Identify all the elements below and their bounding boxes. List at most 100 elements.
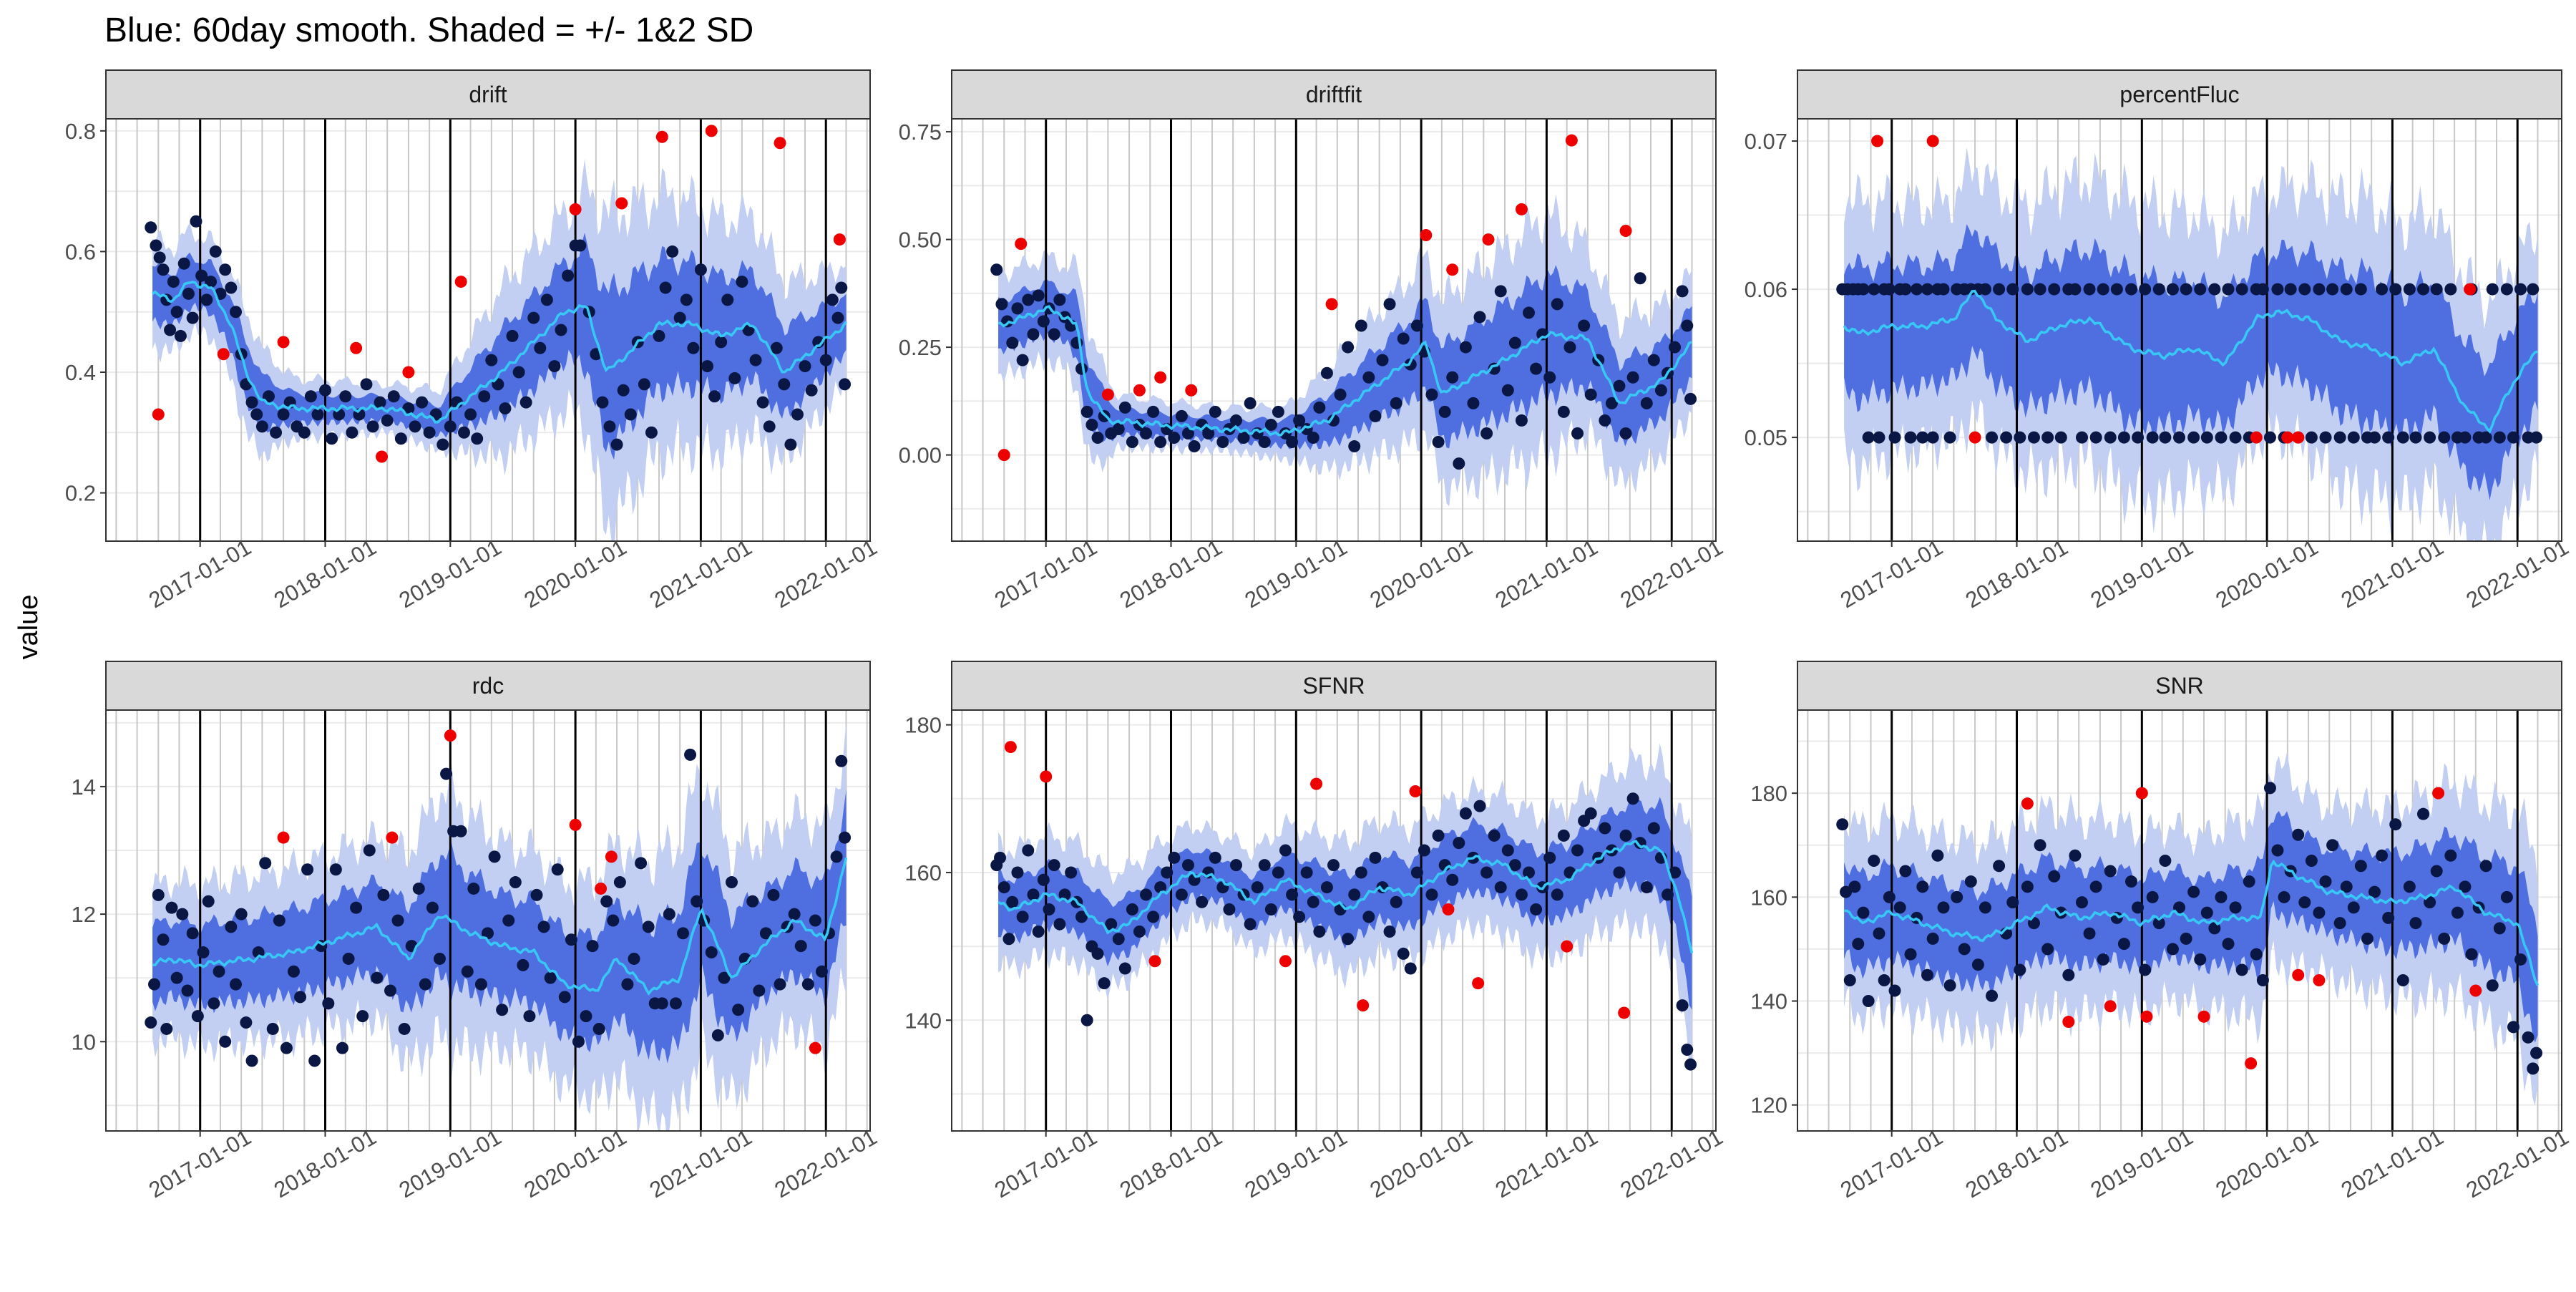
data-point [311,408,324,421]
data-point [1536,328,1549,341]
data-point [1080,405,1093,418]
data-point [995,298,1008,311]
data-point [815,965,828,978]
data-point [2376,283,2389,296]
data-point [2465,948,2478,961]
data-point [1181,859,1194,872]
data-point [319,384,332,397]
outlier-point [2313,973,2326,986]
data-point [2298,896,2311,909]
facet-strip-label: SNR [2155,673,2204,699]
data-point [2361,932,2373,945]
y-tick-label: 140 [904,1008,942,1033]
data-point [1530,903,1543,916]
data-point [603,420,616,433]
outlier-point [705,125,718,137]
data-point [666,245,679,258]
outlier-point [1133,384,1146,397]
smooth-line [997,840,1694,953]
data-point [1911,283,1923,296]
plot-area [1797,710,2562,1131]
data-point [2326,839,2339,852]
data-point [1523,306,1536,319]
data-point [1951,890,1963,903]
data-point [2459,880,2472,893]
data-point [1147,910,1160,923]
plot-area [952,119,1716,541]
data-point [145,221,157,234]
data-point [527,311,540,324]
data-point [586,940,599,953]
data-point [157,933,170,946]
data-point [160,1022,173,1035]
data-point [663,908,675,921]
data-point [617,384,630,397]
facet-strip [951,69,1717,120]
data-point [1916,880,1929,893]
outlier-point [615,197,628,210]
data-point [2354,860,2367,873]
outlier-point [1561,940,1574,953]
data-point [1873,431,1885,444]
data-point [2444,849,2457,862]
data-point [2076,431,2089,444]
facet-strip [105,69,871,120]
data-point [1376,354,1389,366]
data-point [2152,917,2165,930]
data-point [1334,388,1347,401]
data-point [1993,860,2006,873]
plot-area [106,119,870,541]
data-point [572,1035,585,1048]
data-point [255,420,268,433]
data-point [1619,427,1632,439]
outlier-point [833,233,846,246]
data-point [1313,925,1326,938]
data-point [277,408,290,421]
data-point [2083,283,2096,296]
data-point [1342,933,1355,946]
data-point [736,276,748,288]
chart-title: Blue: 60day smooth. Shaded = +/- 1&2 SD [104,11,753,49]
data-point [1272,405,1284,418]
data-point [374,396,386,409]
data-point [190,215,203,228]
data-point [2104,431,2117,444]
data-point [1006,895,1019,908]
data-point [2110,283,2123,296]
data-point [2319,875,2332,888]
plot-area [1797,119,2562,541]
data-point [1154,881,1167,894]
y-tick-label: 0.2 [65,481,96,506]
data-point [2041,943,2054,956]
data-point [2530,431,2543,444]
data-point [691,895,703,908]
data-point [1878,973,1890,986]
data-point [2527,283,2540,296]
data-point [2166,283,2179,296]
data-point [1022,293,1035,306]
data-point [1264,903,1277,916]
data-point [1230,414,1243,427]
data-point [1647,354,1660,366]
data-point [1118,401,1131,414]
data-point [1979,901,1991,914]
outlier-point [595,882,608,895]
data-point [635,857,648,870]
data-point [2271,283,2284,296]
data-point [1098,977,1111,990]
data-point [1058,311,1071,324]
data-point [1390,397,1402,409]
data-point [200,293,213,306]
data-point [2097,283,2109,296]
data-point [1681,319,1694,332]
data-point [1209,405,1221,418]
data-point [2514,953,2527,966]
data-point [1133,925,1146,938]
data-point [2333,431,2346,444]
data-point [1883,890,1896,903]
outlier-point [569,818,582,831]
data-point [1272,866,1284,879]
data-point [1543,371,1556,384]
data-point [580,1010,592,1023]
data-point [826,293,839,306]
